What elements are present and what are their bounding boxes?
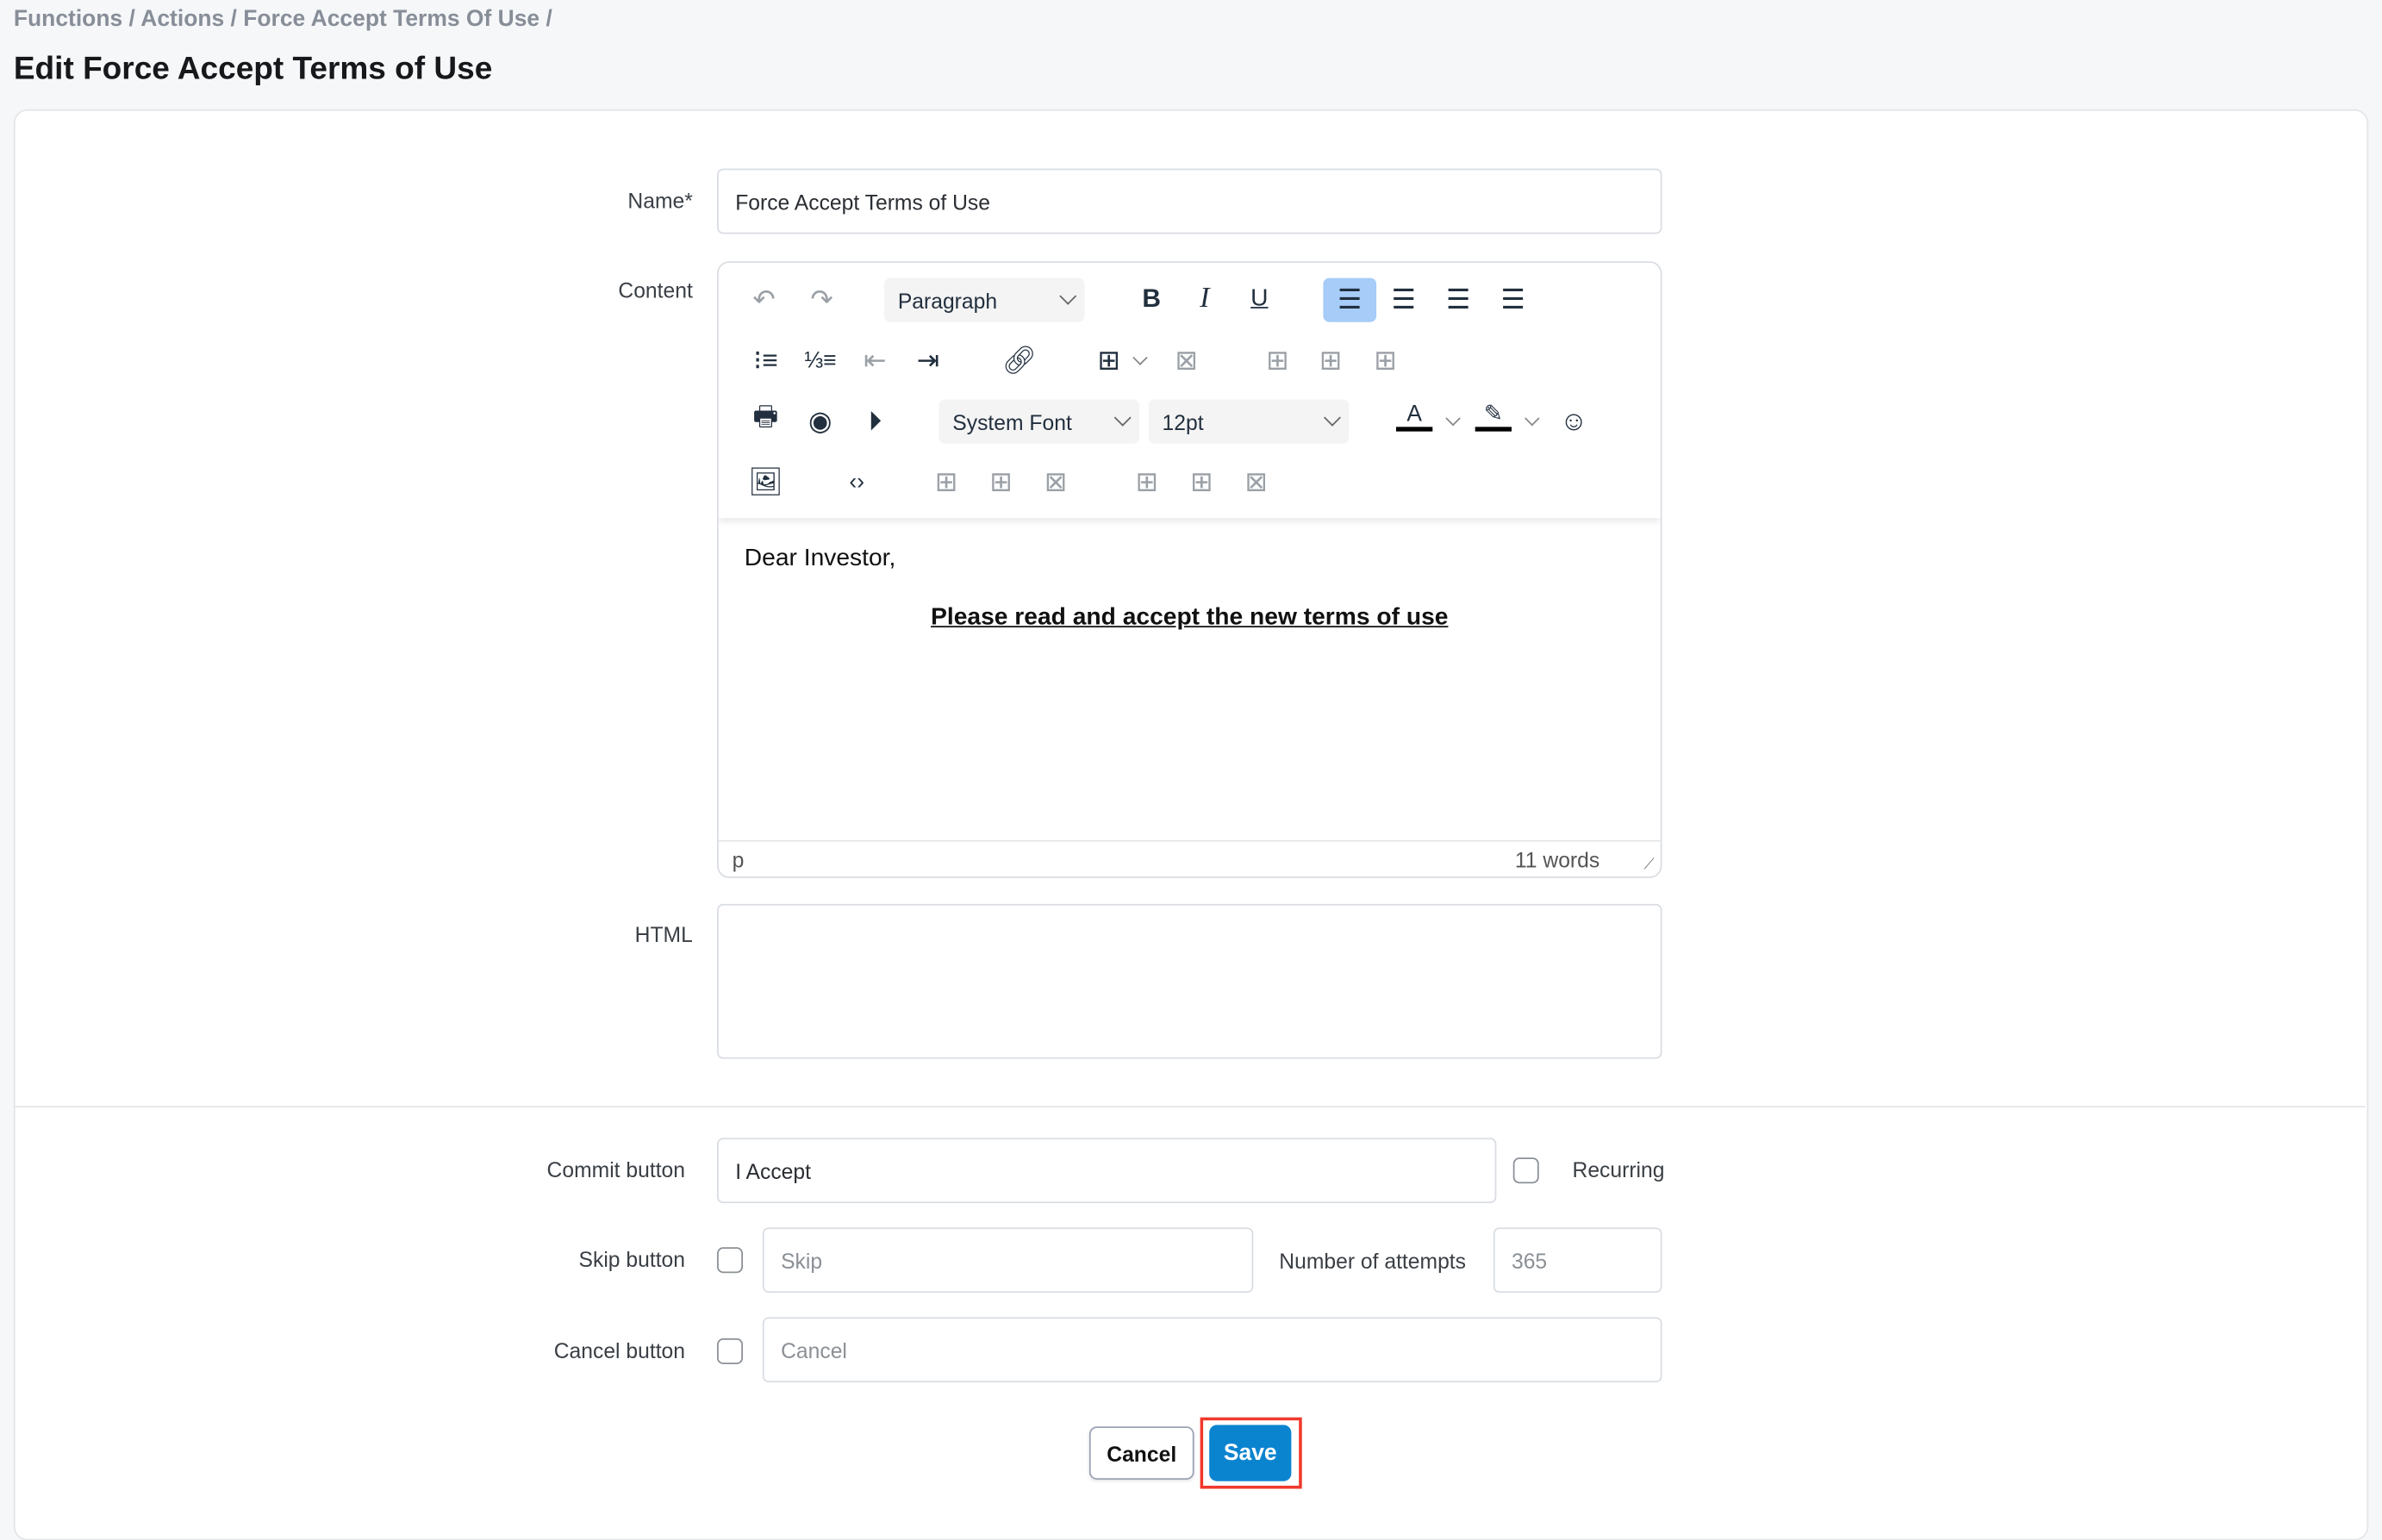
skip-button-label: Skip button (578, 1247, 686, 1272)
name-label: Name* (627, 188, 693, 213)
align-right-icon[interactable]: ☰ (1446, 283, 1471, 315)
html-textarea[interactable] (717, 903, 1662, 1059)
breadcrumb[interactable]: Functions / Actions / Force Accept Terms… (13, 6, 552, 33)
text-color-icon[interactable]: A (1396, 400, 1433, 432)
content-label: Content (618, 277, 693, 302)
save-button[interactable]: Save (1209, 1425, 1292, 1481)
html-label: HTML (634, 922, 693, 947)
commit-button-input[interactable]: I Accept (717, 1138, 1497, 1204)
attempts-label: Number of attempts (1279, 1249, 1466, 1274)
table-icon[interactable]: ⊞ (1097, 344, 1121, 375)
highlight-color-icon[interactable]: ✎ (1475, 400, 1512, 432)
delete-row-icon[interactable]: ⊠ (1044, 465, 1068, 496)
word-count: 11 words (1514, 847, 1600, 872)
bullet-list-icon[interactable]: ⁝≡ (753, 344, 778, 375)
chevron-down-icon (1113, 408, 1132, 427)
cancel-button-input[interactable]: Cancel (762, 1317, 1662, 1383)
recurring-label: Recurring (1572, 1157, 1665, 1182)
rich-text-editor: ↶ ↷ Paragraph B I U ☰ ☰ ☰ ☰ ⁝≡ ⅓≡ ⇤ ⇥ 🔗︎… (717, 261, 1662, 878)
emoji-icon[interactable]: ☺ (1560, 404, 1588, 436)
print-icon[interactable]: 🖶︎ (752, 401, 779, 432)
block-format-value: Paragraph (897, 288, 998, 313)
insert-col-after-icon[interactable]: ⊞ (1190, 465, 1213, 496)
section-divider (15, 1106, 2366, 1108)
redo-icon[interactable]: ↷ (810, 283, 833, 315)
numbered-list-icon[interactable]: ⅓≡ (804, 346, 837, 373)
outdent-icon[interactable]: ⇤ (864, 344, 887, 375)
chevron-down-icon (1059, 287, 1077, 305)
commit-button-label: Commit button (546, 1157, 686, 1182)
media-play-icon[interactable]: ⏵ (868, 404, 882, 436)
block-format-select[interactable]: Paragraph (883, 277, 1085, 322)
cancel-button-checkbox[interactable] (717, 1338, 744, 1364)
font-size-select[interactable]: 12pt (1148, 399, 1350, 444)
editor-toolbar: ↶ ↷ Paragraph B I U ☰ ☰ ☰ ☰ ⁝≡ ⅓≡ ⇤ ⇥ 🔗︎… (718, 262, 1661, 519)
table-merge-icon[interactable]: ⊞ (1319, 344, 1343, 375)
editor-statusbar: p 11 words ⟋ (718, 839, 1661, 876)
chevron-down-icon[interactable] (1132, 350, 1148, 365)
editor-line-greeting[interactable]: Dear Investor, (744, 545, 896, 571)
chevron-down-icon (1324, 408, 1341, 427)
font-family-select[interactable]: System Font (938, 399, 1140, 444)
chevron-down-icon[interactable] (1445, 410, 1461, 427)
save-highlight-outline (1200, 1417, 1302, 1489)
delete-col-icon[interactable]: ⊠ (1244, 465, 1269, 496)
font-family-value: System Font (952, 409, 1072, 434)
image-icon[interactable]: 🖼︎ (748, 465, 783, 496)
table-cell-props-icon[interactable]: ⊞ (1266, 344, 1289, 375)
resize-handle-icon[interactable]: ⟋ (1643, 857, 1655, 874)
insert-row-before-icon[interactable]: ⊞ (934, 465, 958, 496)
bold-icon[interactable]: B (1142, 284, 1162, 314)
align-left-icon[interactable]: ☰ (1323, 277, 1377, 322)
undo-icon[interactable]: ↶ (752, 283, 776, 315)
attempts-input[interactable]: 365 (1493, 1227, 1662, 1294)
cancel-button-label: Cancel button (553, 1338, 686, 1363)
preview-eye-icon[interactable]: ◉ (808, 404, 832, 436)
skip-button-checkbox[interactable] (717, 1247, 744, 1274)
insert-row-after-icon[interactable]: ⊞ (989, 465, 1013, 496)
skip-button-input[interactable]: Skip (762, 1227, 1254, 1294)
indent-icon[interactable]: ⇥ (916, 344, 940, 375)
align-center-icon[interactable]: ☰ (1391, 283, 1417, 315)
source-code-icon[interactable]: ‹› (849, 468, 865, 495)
delete-table-icon[interactable]: ⊠ (1175, 344, 1199, 375)
font-size-value: 12pt (1162, 409, 1204, 434)
align-justify-icon[interactable]: ☰ (1500, 283, 1525, 315)
underline-icon[interactable]: U (1250, 285, 1269, 312)
editor-line-terms[interactable]: Please read and accept the new terms of … (931, 604, 1449, 631)
italic-icon[interactable]: I (1200, 282, 1210, 315)
cancel-button[interactable]: Cancel (1088, 1426, 1194, 1480)
recurring-checkbox[interactable] (1512, 1157, 1539, 1184)
insert-col-before-icon[interactable]: ⊞ (1135, 465, 1159, 496)
link-icon[interactable]: 🔗︎ (1001, 344, 1037, 375)
page-title: Edit Force Accept Terms of Use (13, 51, 493, 87)
element-path[interactable]: p (732, 847, 745, 872)
table-split-icon[interactable]: ⊞ (1374, 344, 1397, 375)
chevron-down-icon[interactable] (1525, 410, 1540, 427)
name-input[interactable]: Force Accept Terms of Use (717, 168, 1662, 234)
